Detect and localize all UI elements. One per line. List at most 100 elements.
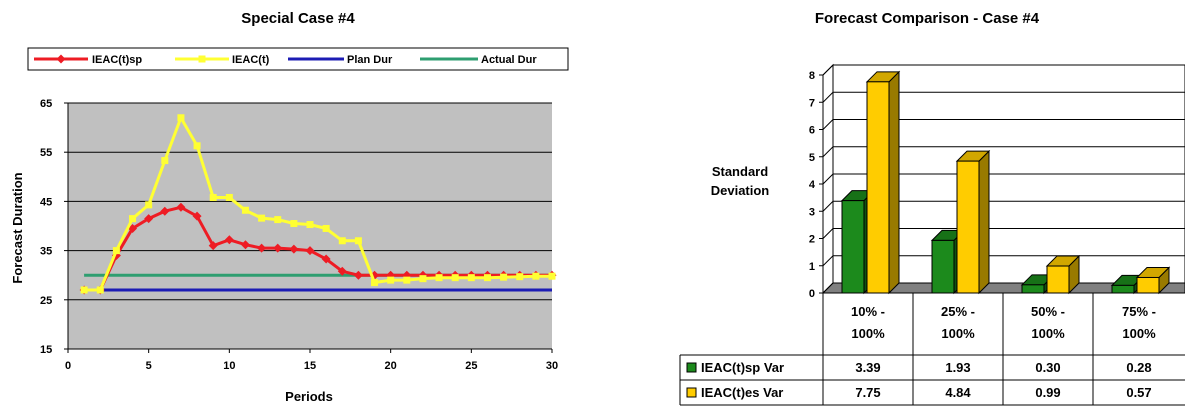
left-series — [79, 114, 557, 295]
right-y-tick-label: 5 — [809, 152, 815, 164]
data-point-IEAC(t) — [209, 193, 217, 201]
table-value: 3.39 — [855, 360, 880, 375]
table-value: 0.57 — [1126, 385, 1151, 400]
left-y-tick-label: 65 — [40, 98, 52, 110]
data-point-IEAC(t)sp — [224, 235, 234, 245]
data-point-IEAC(t) — [274, 216, 282, 224]
data-point-IEAC(t) — [80, 286, 88, 294]
legend-marker — [56, 54, 66, 64]
category-label-line2: 100% — [1122, 326, 1156, 341]
left-y-tick-label: 45 — [40, 196, 52, 208]
bar-side-IEAC(t)es Var — [978, 149, 990, 295]
table-value: 4.84 — [945, 385, 971, 400]
right-y-tick-label: 6 — [809, 125, 815, 137]
left-y-tick-label: 25 — [40, 295, 52, 307]
right-chart-title: Forecast Comparison - Case #4 — [815, 10, 1040, 27]
line-chart: Special Case #4 IEAC(t)sp IEAC(t) Plan Dur… — [10, 10, 569, 404]
data-point-IEAC(t) — [516, 273, 524, 281]
right-gridlines — [822, 64, 1185, 294]
category-label-line2: 100% — [1031, 326, 1065, 341]
right-gridline — [822, 228, 1185, 239]
data-point-IEAC(t) — [177, 114, 185, 122]
data-table: 10% - 100% 25% - 100% 50% - 100% 75% - 100% IEAC… — [679, 292, 1185, 406]
bar-IEAC(t)es Var — [866, 81, 890, 294]
left-y-tick-label: 55 — [40, 147, 52, 159]
bar-IEAC(t)sp Var — [841, 200, 865, 294]
category-label-line1: 25% - — [941, 304, 975, 319]
data-point-IEAC(t) — [96, 286, 104, 294]
left-x-axis-label: Periods — [285, 389, 333, 404]
bar-IEAC(t)sp Var — [931, 239, 955, 294]
data-point-IEAC(t) — [258, 214, 266, 222]
legend-label: IEAC(t) — [232, 54, 270, 66]
table-series-label: IEAC(t)sp Var — [701, 360, 784, 375]
legend-marker — [198, 55, 206, 63]
bar-IEAC(t)sp Var — [1021, 284, 1045, 294]
data-point-IEAC(t) — [467, 274, 475, 282]
right-bars — [840, 70, 1171, 295]
bar-IEAC(t)sp Var — [1111, 284, 1135, 294]
data-point-IEAC(t)sp — [337, 266, 347, 276]
right-gridline — [822, 146, 1185, 158]
data-point-IEAC(t) — [338, 237, 346, 245]
data-point-IEAC(t)sp — [144, 214, 154, 224]
data-point-IEAC(t) — [225, 193, 233, 201]
right-y-axis-label-line2: Deviation — [711, 183, 770, 198]
data-point-IEAC(t) — [403, 276, 411, 284]
table-value: 7.75 — [855, 385, 880, 400]
right-y-tick-label: 8 — [809, 70, 815, 82]
right-y-tick-label: 4 — [809, 179, 816, 191]
bar-chart: Forecast Comparison - Case #4 012345678 … — [679, 10, 1185, 406]
data-point-IEAC(t) — [354, 237, 362, 245]
right-y-tick-label: 2 — [809, 234, 815, 246]
bar-IEAC(t)es Var — [956, 160, 980, 294]
data-point-IEAC(t) — [161, 157, 169, 165]
left-legend: IEAC(t)sp IEAC(t) Plan Dur Actual Dur — [27, 47, 569, 71]
data-point-IEAC(t)sp — [160, 206, 170, 216]
right-gridline — [822, 64, 1185, 76]
right-y-tick-label: 7 — [809, 97, 815, 109]
data-point-IEAC(t)sp — [305, 246, 315, 256]
table-legend-swatch — [686, 362, 697, 373]
data-point-IEAC(t) — [322, 224, 330, 232]
data-point-IEAC(t)sp — [353, 270, 363, 280]
table-legend-swatch — [686, 387, 697, 398]
data-point-IEAC(t)sp — [289, 244, 299, 254]
right-y-tick-label: 3 — [809, 206, 815, 218]
table-value: 0.99 — [1035, 385, 1060, 400]
data-point-IEAC(t)sp — [240, 240, 250, 250]
right-gridline — [822, 173, 1185, 185]
data-point-IEAC(t) — [241, 206, 249, 214]
data-point-IEAC(t) — [306, 221, 314, 229]
left-chart-title: Special Case #4 — [241, 10, 355, 27]
data-point-IEAC(t)sp — [192, 211, 202, 221]
data-point-IEAC(t)sp — [321, 254, 331, 264]
table-series-label: IEAC(t)es Var — [701, 385, 783, 400]
legend-label: Plan Dur — [347, 54, 393, 66]
table-value: 0.28 — [1126, 360, 1151, 375]
data-point-IEAC(t) — [435, 274, 443, 282]
right-gridline — [822, 91, 1185, 103]
data-point-IEAC(t) — [500, 273, 508, 281]
category-label-line1: 50% - — [1031, 304, 1065, 319]
left-y-tick-label: 35 — [40, 246, 52, 258]
left-y-axis-label: Forecast Duration — [10, 172, 25, 283]
data-point-IEAC(t)sp — [257, 243, 267, 253]
left-x-tick-label: 0 — [65, 360, 71, 372]
legend-label: IEAC(t)sp — [92, 54, 142, 66]
data-point-IEAC(t) — [483, 274, 491, 282]
data-point-IEAC(t)sp — [273, 243, 283, 253]
right-gridline — [822, 200, 1185, 212]
right-gridline — [822, 119, 1185, 130]
left-x-tick-label: 20 — [385, 360, 397, 372]
bar-IEAC(t)es Var — [1046, 265, 1070, 294]
data-point-IEAC(t) — [419, 275, 427, 283]
category-label-line2: 100% — [941, 326, 975, 341]
data-point-IEAC(t)sp — [208, 241, 218, 251]
bar-side-IEAC(t)es Var — [888, 70, 900, 295]
category-label-line1: 75% - — [1122, 304, 1156, 319]
table-value: 1.93 — [945, 360, 970, 375]
left-axes: 15 25 35 45 55 65 0 5 10 15 20 25 30 — [40, 98, 558, 372]
data-point-IEAC(t) — [290, 220, 298, 228]
